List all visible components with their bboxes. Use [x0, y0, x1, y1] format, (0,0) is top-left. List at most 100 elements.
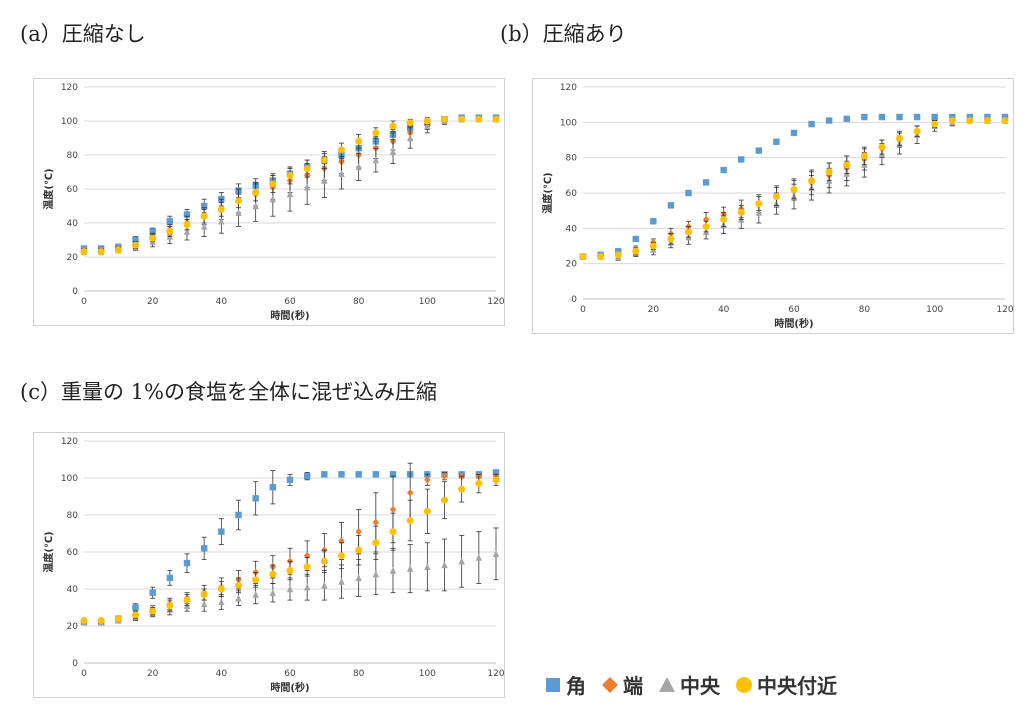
data-point-triangle [321, 176, 328, 184]
data-point-circle [808, 177, 816, 185]
data-point-square [355, 471, 362, 478]
y-tick-label: 80 [566, 154, 578, 164]
data-point-triangle [424, 122, 431, 130]
y-axis-label: 温度(℃) [42, 168, 55, 209]
y-tick-label: 20 [566, 260, 578, 270]
data-point-triangle [372, 570, 380, 578]
data-point-circle [235, 197, 242, 205]
data-point-circle [896, 134, 903, 142]
data-point-circle [97, 248, 105, 256]
data-point-triangle [406, 134, 414, 142]
square-marker-icon [546, 677, 560, 692]
data-point-square [790, 129, 798, 137]
data-point-circle [790, 185, 798, 193]
data-point-triangle [389, 147, 397, 155]
data-point-square [218, 528, 225, 535]
data-point-square [166, 218, 174, 225]
data-point-circle [320, 557, 328, 565]
x-tick-label: 0 [81, 669, 87, 679]
data-point-triangle [321, 581, 328, 589]
data-point-circle [720, 216, 728, 223]
data-point-square [132, 604, 139, 611]
data-point-square [632, 235, 639, 243]
x-tick-label: 80 [353, 297, 365, 307]
chart-a-frame: 0 20 40 60 80 100 120 0 20 40 60 80 100 120 時間(秒) 温度(℃) [33, 78, 505, 326]
data-point-triangle [475, 553, 483, 561]
data-point-square [720, 166, 727, 174]
data-point-circle [966, 117, 974, 125]
data-point-circle [114, 615, 122, 623]
data-point-circle [475, 480, 483, 488]
data-point-square [321, 471, 328, 478]
x-axis-label: 時間(秒) [270, 681, 309, 694]
data-point-square [913, 113, 921, 121]
x-tick-label: 60 [284, 297, 296, 307]
data-point-circle [200, 591, 208, 599]
data-point-square [183, 211, 191, 218]
data-point-square [286, 476, 294, 484]
data-point-circle [338, 552, 345, 560]
x-tick-label: 20 [648, 305, 660, 315]
data-point-triangle [303, 583, 311, 591]
data-point-square [235, 511, 242, 519]
data-point-square [755, 147, 763, 154]
data-point-triangle [252, 590, 259, 598]
legend-item-hashi: 端 [600, 670, 643, 699]
data-point-triangle [252, 202, 259, 210]
data-point-circle [406, 119, 414, 127]
data-point-circle [441, 496, 448, 504]
legend-label-kado: 角 [566, 674, 586, 698]
x-tick-label: 20 [147, 669, 159, 679]
data-point-circle [843, 161, 851, 169]
y-axis-label: 温度(℃) [541, 172, 554, 213]
legend-item-chuo: 中央 [657, 670, 720, 699]
data-point-square [702, 179, 710, 186]
legend-label-chuo-fukin: 中央付近 [757, 674, 837, 698]
x-tick-label: 100 [926, 305, 943, 315]
y-axis-label: 温度(℃) [42, 531, 55, 572]
data-point-circle [931, 120, 939, 128]
x-tick-label: 0 [81, 297, 87, 307]
data-point-square [843, 115, 850, 122]
data-point-square [389, 471, 397, 478]
data-point-circle [825, 168, 833, 176]
y-tick-label: 0 [72, 287, 78, 297]
chart-c-svg: 0 20 40 60 80 100 120 0 20 40 60 80 100 120 時間(秒) 温度(℃) [42, 437, 505, 694]
data-point-square [738, 156, 745, 163]
data-point-circle [632, 247, 640, 255]
data-point-square [252, 495, 259, 502]
legend-item-kado: 角 [543, 670, 586, 699]
data-point-square [878, 113, 886, 121]
data-point-circle [97, 616, 105, 624]
data-point-triangle [338, 170, 345, 177]
data-point-circle [423, 117, 431, 125]
data-point-square [667, 202, 675, 209]
y-tick-label: 60 [67, 185, 79, 195]
data-point-triangle [755, 208, 763, 216]
x-tick-label: 120 [487, 297, 504, 307]
y-tick-label: 40 [566, 224, 578, 234]
y-tick-label: 60 [67, 548, 79, 558]
data-point-square [183, 559, 191, 567]
y-tick-label: 0 [72, 659, 78, 669]
data-point-circle [983, 117, 991, 125]
chart-a-svg: 0 20 40 60 80 100 120 0 20 40 60 80 100 120 時間(秒) 温度(℃) [42, 83, 505, 322]
data-point-circle [166, 602, 174, 610]
data-point-triangle [389, 566, 397, 574]
data-point-triangle [218, 598, 225, 606]
data-point-square [269, 484, 277, 491]
data-point-triangle [218, 217, 225, 225]
caption-c: (c）重量の 1%の食塩を全体に混ぜ込み圧縮 [20, 380, 437, 404]
data-point-square [166, 574, 174, 582]
data-point-triangle [269, 195, 277, 203]
y-tick-label: 100 [560, 118, 577, 128]
y-tick-label: 40 [67, 219, 79, 229]
x-axis-label: 時間(秒) [774, 317, 813, 330]
chart-c-frame: 0 20 40 60 80 100 120 0 20 40 60 80 100 120 時間(秒) 温度(℃) [33, 432, 505, 698]
x-tick-label: 40 [216, 297, 228, 307]
data-point-circle [338, 146, 345, 154]
x-axis-label: 時間(秒) [270, 309, 309, 322]
data-point-circle [166, 228, 174, 235]
data-point-circle [355, 546, 363, 554]
data-point-circle [149, 607, 157, 615]
